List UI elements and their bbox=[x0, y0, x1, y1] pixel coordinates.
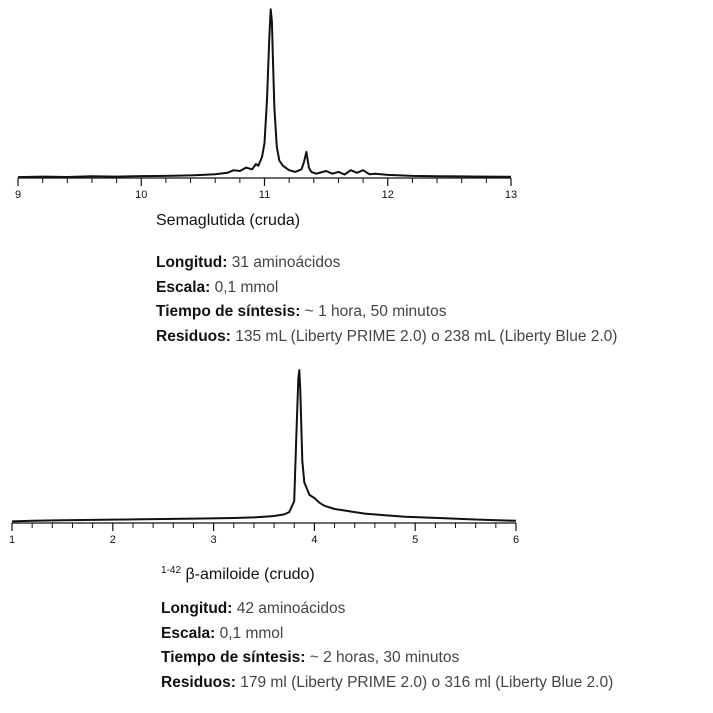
chart2-title-superscript: 1-42 bbox=[161, 565, 182, 576]
chromatogram-trace bbox=[17, 8, 512, 179]
chart1-title: Semaglutida (cruda) bbox=[156, 212, 301, 229]
x-tick-label: 11 bbox=[259, 189, 270, 201]
info2-tiempo: Tiempo de síntesis: ~ 2 horas, 30 minuto… bbox=[161, 649, 460, 666]
x-tick-label: 12 bbox=[382, 189, 394, 201]
chart1-info: Longitud: 31 aminoácidos Escala: 0,1 mmo… bbox=[156, 251, 617, 349]
info1-tiempo: Tiempo de síntesis: ~ 1 hora, 50 minutos bbox=[156, 303, 447, 320]
x-tick-label: 13 bbox=[505, 189, 517, 201]
x-tick-label: 3 bbox=[211, 534, 217, 546]
info1-escala: Escala: 0,1 mmol bbox=[156, 278, 279, 296]
info2-longitud: Longitud: 42 aminoácidos bbox=[161, 600, 346, 617]
x-tick-label: 1 bbox=[9, 534, 15, 546]
info1-longitud: Longitud: 31 aminoácidos bbox=[156, 254, 341, 271]
x-tick-label: 4 bbox=[311, 534, 317, 546]
chromatogram-beta-amyloid: 1 2 3 4 5 6 bbox=[9, 369, 519, 546]
x-tick-label: 5 bbox=[412, 534, 418, 546]
x-tick-label: 10 bbox=[135, 189, 147, 201]
info2-escala: Escala: 0,1 mmol bbox=[161, 624, 284, 642]
chart2-title: 1-42 β-amiloide (crudo) bbox=[161, 565, 315, 583]
chromatogram-semaglutide: 9 10 11 12 13 bbox=[15, 8, 517, 201]
info1-residuos: Residuos: 135 mL (Liberty PRIME 2.0) o 2… bbox=[156, 327, 618, 345]
chromatogram-trace bbox=[11, 369, 517, 523]
x-tick-label: 2 bbox=[110, 534, 116, 546]
chart2-info: Longitud: 42 aminoácidos Escala: 0,1 mmo… bbox=[161, 597, 613, 695]
info2-residuos: Residuos: 179 ml (Liberty PRIME 2.0) o 3… bbox=[161, 673, 614, 691]
x-tick-label: 6 bbox=[513, 534, 519, 546]
x-tick-label: 9 bbox=[15, 189, 21, 201]
